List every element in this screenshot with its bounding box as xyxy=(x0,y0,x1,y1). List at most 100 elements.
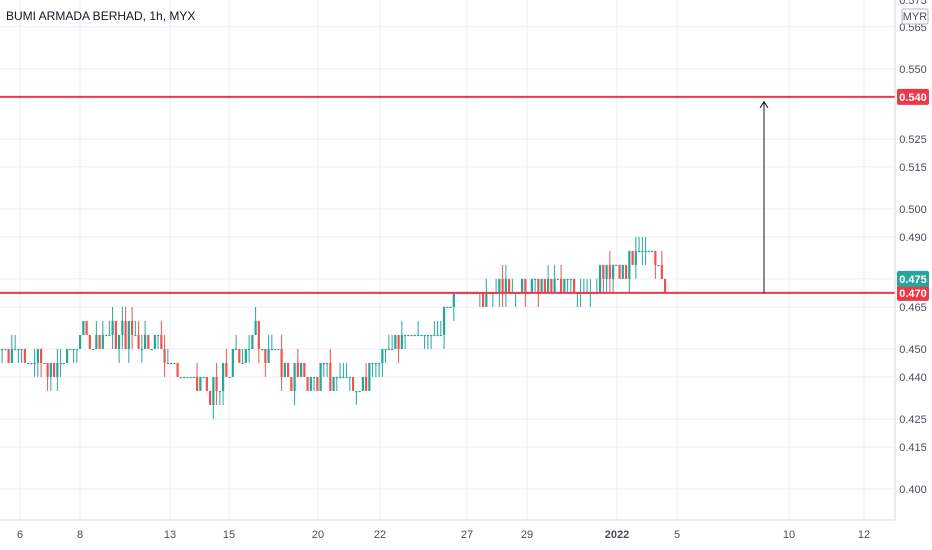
candle-body xyxy=(147,334,150,349)
y-tick-label: 0.440 xyxy=(899,372,927,384)
candle-body xyxy=(664,278,667,293)
x-tick-label: 29 xyxy=(521,529,533,541)
candle-body xyxy=(540,278,543,293)
candle-body xyxy=(270,348,273,351)
candle-body xyxy=(332,376,335,391)
candle-body xyxy=(504,278,507,293)
candle-body xyxy=(228,376,231,379)
candle-body xyxy=(313,376,316,379)
candle-body xyxy=(602,264,605,279)
candle-body xyxy=(329,362,332,391)
candle-body xyxy=(309,376,312,391)
candle-body xyxy=(319,362,322,391)
candle-body xyxy=(160,334,163,349)
candle-body xyxy=(163,348,166,363)
candle-body xyxy=(166,362,169,365)
candle-body xyxy=(508,278,511,293)
candle-body xyxy=(521,278,524,293)
candle-body xyxy=(306,376,309,391)
candle-body xyxy=(605,264,608,279)
candle-body xyxy=(628,250,631,279)
x-tick-label: 8 xyxy=(77,529,83,541)
candle-body xyxy=(534,278,537,281)
candle-body xyxy=(202,376,205,379)
candle-body xyxy=(501,278,504,293)
candle-body xyxy=(121,320,124,335)
candle-body xyxy=(53,362,56,377)
arrow-head xyxy=(759,100,769,109)
candle-body xyxy=(153,334,156,349)
last-price-label: 0.475 xyxy=(899,274,927,286)
candle-body xyxy=(430,334,433,337)
horizontal-lines xyxy=(0,95,895,294)
candle-body xyxy=(251,334,254,349)
candle-body xyxy=(66,348,69,363)
candle-body xyxy=(7,348,10,363)
candle-body xyxy=(436,334,439,337)
candle-body xyxy=(261,348,264,351)
y-tick-label: 0.425 xyxy=(899,414,927,426)
candle-body xyxy=(144,334,147,349)
candle-body xyxy=(413,334,416,337)
candle-body xyxy=(79,334,82,349)
candle-body xyxy=(322,362,325,365)
candle-body xyxy=(225,362,228,377)
candle-body xyxy=(641,250,644,253)
candle-body xyxy=(274,348,277,351)
candle-body xyxy=(342,376,345,379)
candle-body xyxy=(88,334,91,349)
candle-body xyxy=(173,362,176,365)
y-tick-label: 0.515 xyxy=(899,162,927,174)
candle-body xyxy=(1,348,4,351)
candle-body xyxy=(157,334,160,337)
candle-body xyxy=(105,334,108,337)
candle-body xyxy=(189,376,192,379)
candle-body xyxy=(290,376,293,391)
candle-body xyxy=(625,264,628,279)
candle-body xyxy=(72,348,75,351)
candle-body xyxy=(485,292,488,307)
candle-body xyxy=(573,278,576,293)
candle-body xyxy=(358,390,361,393)
candle-body xyxy=(186,376,189,379)
candle-body xyxy=(599,264,602,293)
candle-body xyxy=(615,264,618,267)
candle-body xyxy=(192,376,195,379)
candle-body xyxy=(127,320,130,349)
candle-body xyxy=(23,348,26,363)
candle-body xyxy=(283,362,286,377)
target-arrow xyxy=(759,100,769,293)
x-tick-label: 13 xyxy=(164,529,176,541)
candle-body xyxy=(433,334,436,337)
currency-label: MYR xyxy=(903,11,928,23)
candle-body xyxy=(248,348,251,351)
candle-body xyxy=(397,334,400,349)
candle-body xyxy=(423,334,426,337)
candle-body xyxy=(651,250,654,253)
candle-body xyxy=(530,278,533,293)
x-tick-label: 12 xyxy=(858,529,870,541)
candle-body xyxy=(387,348,390,351)
x-tick-label: 6 xyxy=(17,529,23,541)
candle-body xyxy=(498,278,501,293)
candle-body xyxy=(257,320,260,349)
time-axis[interactable]: 6 8 13 15 20 22 27 29 2022 5 10 12 xyxy=(17,529,870,541)
x-tick-label: 27 xyxy=(461,529,473,541)
candle-body xyxy=(381,348,384,363)
candle-body xyxy=(410,334,413,337)
candle-body xyxy=(277,348,280,351)
candle-body xyxy=(118,334,121,349)
candle-body xyxy=(36,348,39,363)
currency-badge: MYR xyxy=(901,8,929,25)
candle-body xyxy=(657,264,660,267)
candle-body xyxy=(660,264,663,279)
candles xyxy=(1,236,667,419)
candle-body xyxy=(384,348,387,351)
candle-body xyxy=(348,376,351,379)
x-tick-label: 20 xyxy=(312,529,324,541)
price-badge-0.540 xyxy=(897,88,929,105)
candle-body xyxy=(69,348,72,351)
candle-body xyxy=(59,362,62,365)
candle-body xyxy=(85,320,88,335)
candle-body xyxy=(27,362,30,365)
